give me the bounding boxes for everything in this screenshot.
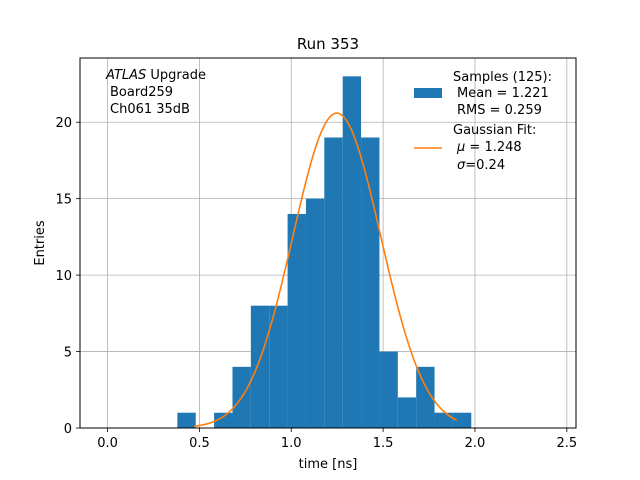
histogram-bar bbox=[361, 137, 380, 428]
legend-fit-sigma-symbol: σ bbox=[457, 158, 466, 173]
x-axis-ticks: 0.0 0.5 1.0 1.5 2.0 2.5 bbox=[97, 428, 577, 451]
histogram-bar bbox=[214, 412, 233, 428]
histogram-bar bbox=[305, 198, 325, 428]
legend-fit-mu-symbol: μ bbox=[456, 140, 465, 155]
plot-annotation: ATLAS Upgrade Board259 Ch061 35dB bbox=[105, 68, 206, 117]
legend-fit-mu-value: = 1.248 bbox=[465, 140, 521, 155]
y-tick-label: 5 bbox=[64, 346, 72, 361]
legend-samples-rms: RMS = 0.259 bbox=[457, 103, 542, 118]
x-axis-label: time [ns] bbox=[299, 457, 358, 472]
legend-samples-swatch bbox=[414, 88, 442, 98]
legend-fit-sigma-value: =0.24 bbox=[465, 158, 505, 173]
histogram-bar bbox=[177, 412, 196, 428]
y-axis-label: Entries bbox=[33, 220, 48, 266]
y-tick-label: 0 bbox=[64, 422, 72, 437]
annotation-atlas: ATLAS bbox=[105, 68, 146, 83]
y-tick-label: 15 bbox=[55, 193, 72, 208]
x-tick-label: 1.5 bbox=[373, 436, 394, 451]
y-tick-label: 10 bbox=[55, 269, 72, 284]
histogram-bar bbox=[269, 305, 288, 428]
x-tick-label: 0.5 bbox=[189, 436, 210, 451]
legend: Samples (125): Mean = 1.221 RMS = 0.259 … bbox=[414, 70, 552, 173]
legend-samples-mean: Mean = 1.221 bbox=[457, 86, 549, 101]
legend-fit-label: Gaussian Fit: bbox=[453, 123, 536, 138]
chart-title: Run 353 bbox=[297, 35, 359, 53]
histogram-bar bbox=[397, 397, 417, 428]
annotation-line-1: ATLAS Upgrade bbox=[105, 68, 206, 83]
x-tick-label: 2.5 bbox=[556, 436, 577, 451]
x-tick-label: 1.0 bbox=[281, 436, 302, 451]
annotation-board: Board259 bbox=[110, 85, 173, 100]
legend-samples-label: Samples (125): bbox=[453, 70, 552, 85]
histogram-bar bbox=[287, 213, 306, 428]
annotation-channel: Ch061 35dB bbox=[110, 102, 190, 117]
histogram-bar bbox=[434, 412, 453, 428]
histogram-bar bbox=[416, 366, 435, 428]
gaussian-fit-line bbox=[193, 112, 457, 428]
legend-fit-mu: μ = 1.248 bbox=[456, 140, 522, 155]
plot-frame bbox=[79, 57, 577, 429]
histogram-bar bbox=[379, 351, 398, 428]
histogram-bar bbox=[324, 137, 343, 428]
histogram-bar bbox=[342, 76, 362, 428]
legend-fit-sigma: σ=0.24 bbox=[457, 158, 505, 173]
y-tick-label: 20 bbox=[55, 116, 72, 131]
y-axis-ticks: 0 5 10 15 20 bbox=[55, 116, 80, 437]
histogram-bar bbox=[250, 305, 270, 428]
gaussian-fit-layer bbox=[193, 112, 457, 428]
x-tick-label: 2.0 bbox=[465, 436, 486, 451]
histogram-bar bbox=[452, 412, 472, 428]
x-tick-label: 0.0 bbox=[97, 436, 118, 451]
annotation-upgrade: Upgrade bbox=[146, 68, 206, 83]
